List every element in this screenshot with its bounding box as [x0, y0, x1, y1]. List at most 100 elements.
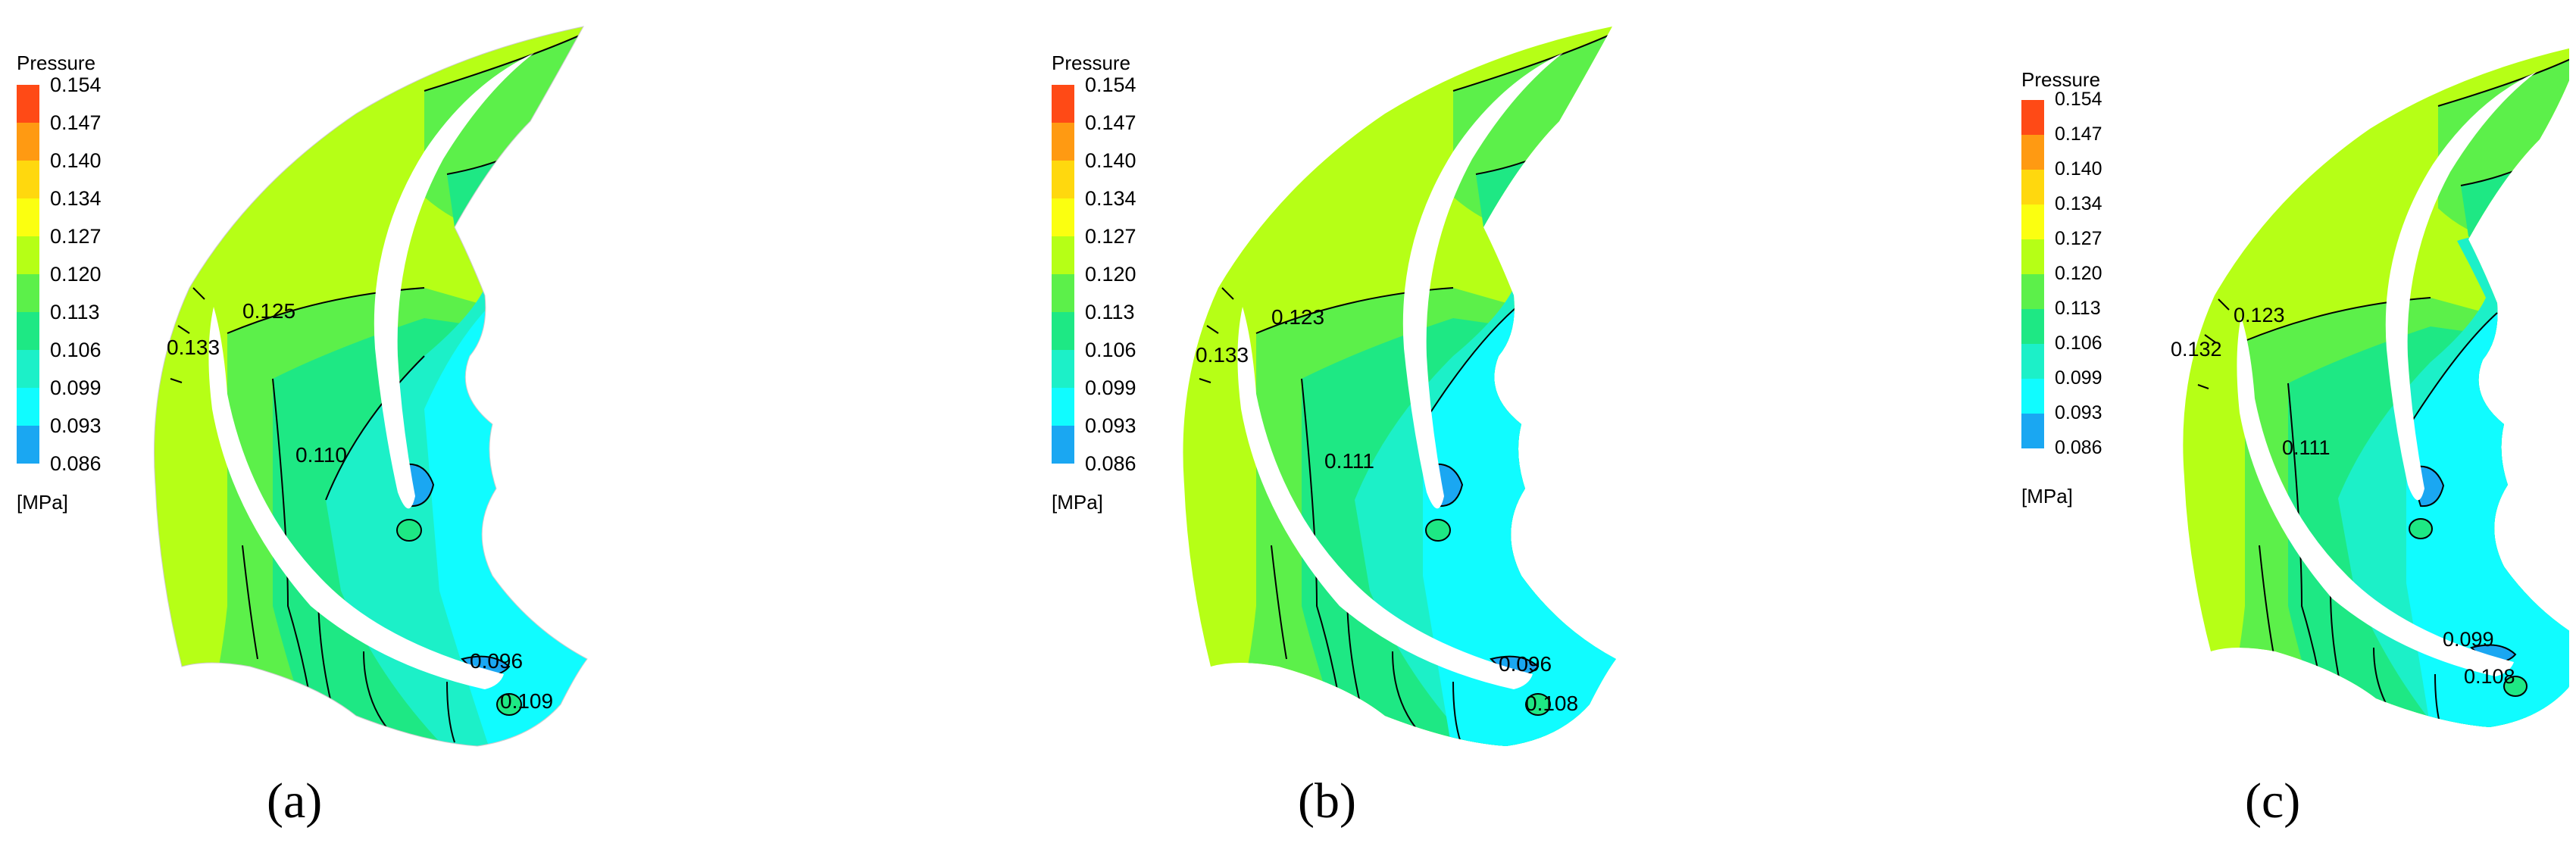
legend-swatch — [17, 161, 39, 198]
legend-swatch — [17, 123, 39, 161]
legend-tick-label: 0.099 — [2055, 367, 2102, 389]
blade-lower — [1237, 307, 1533, 689]
panel-caption: (a) — [267, 773, 323, 829]
legend-swatch — [17, 274, 39, 312]
label-inner: 0.110 — [295, 443, 347, 467]
legend-title: Pressure — [1052, 52, 1131, 74]
legend-swatch — [1052, 161, 1074, 198]
panel-a: Pressure [MPa] 0.154 0.147 0.140 0.134 0.127… — [0, 0, 858, 862]
label-trail-low: 0.096 — [470, 649, 523, 673]
legend-tick-label: 0.086 — [2055, 437, 2102, 458]
legend-tick-label: 0.127 — [1085, 225, 1136, 248]
label-trail-high: 0.109 — [500, 689, 553, 713]
legend-unit: [MPa] — [1052, 491, 1103, 514]
region-0-113-bubble — [2409, 518, 2433, 539]
legend-swatch — [1052, 426, 1074, 464]
legend-tick-label: 0.106 — [1085, 339, 1136, 361]
isoline — [446, 681, 455, 743]
legend-title: Pressure — [17, 52, 96, 74]
legend-swatch — [2021, 135, 2044, 170]
isoline — [1271, 545, 1287, 660]
contour-plot: 0.133 0.125 0.110 0.096 0.109 — [153, 26, 588, 747]
legend-swatch — [1052, 388, 1074, 426]
impeller-outline — [153, 26, 588, 747]
legend-tick-label: 0.093 — [50, 414, 102, 437]
contour-plot: 0.133 0.123 0.111 0.096 0.108 — [1183, 27, 1616, 746]
legend-tick-label: 0.127 — [2055, 228, 2102, 249]
legend-tick-label: 0.099 — [1085, 376, 1136, 399]
panel-caption: (c) — [2245, 773, 2301, 829]
legend-tick-label: 0.140 — [50, 149, 102, 172]
legend-tick-label: 0.154 — [50, 73, 102, 96]
label-outer: 0.133 — [1196, 343, 1249, 367]
panel-b: Pressure [MPa] 0.154 0.147 0.140 0.134 0.127… — [1029, 0, 1887, 862]
legend-swatch — [17, 85, 39, 123]
region-0-113-bubble — [496, 693, 522, 716]
legend-swatch — [17, 388, 39, 426]
label-outer: 0.133 — [167, 336, 220, 359]
legend-tick-label: 0.134 — [1085, 187, 1136, 210]
region-0-113-bubble — [1425, 519, 1451, 542]
isoline — [2259, 545, 2274, 655]
legend-swatch — [1052, 274, 1074, 312]
legend-tick-label: 0.106 — [2055, 333, 2102, 354]
label-mid: 0.125 — [242, 299, 295, 323]
legend-tick-label: 0.120 — [1085, 263, 1136, 286]
region-0-113-bubble — [1525, 693, 1551, 716]
label-inner: 0.111 — [1324, 449, 1374, 473]
blade-lower — [208, 307, 504, 689]
legend-tick-label: 0.093 — [1085, 414, 1136, 437]
legend-swatch — [1052, 350, 1074, 388]
label-mid: 0.123 — [1271, 305, 1324, 329]
legend-unit: [MPa] — [2021, 485, 2073, 508]
legend-swatch — [2021, 414, 2044, 448]
legend-swatch — [17, 236, 39, 274]
legend-tick-label: 0.113 — [2055, 298, 2101, 319]
legend-tick-label: 0.147 — [2055, 123, 2102, 145]
legend-swatch — [2021, 205, 2044, 239]
legend-tick-label: 0.093 — [2055, 402, 2102, 423]
isoline — [2406, 312, 2498, 431]
legend-tick-label: 0.120 — [50, 263, 102, 286]
legend-tick-label: 0.127 — [50, 225, 102, 248]
label-trail-high: 0.108 — [1525, 692, 1578, 715]
legend-tick-label: 0.120 — [2055, 263, 2102, 284]
legend-tick-label: 0.147 — [50, 111, 102, 134]
pressure-field — [154, 27, 587, 746]
isoline — [242, 545, 258, 660]
isoline — [1452, 681, 1462, 743]
legend-tick-label: 0.086 — [1085, 452, 1136, 475]
legend-swatch — [2021, 170, 2044, 205]
legend-swatch — [17, 350, 39, 388]
isoline — [2437, 45, 2569, 107]
outer-ticks — [2197, 298, 2230, 389]
legend-tick-label: 0.140 — [2055, 158, 2102, 180]
legend-swatch — [2021, 274, 2044, 309]
label-outer: 0.132 — [2171, 338, 2222, 361]
legend-swatch — [2021, 344, 2044, 379]
legend-tick-label: 0.134 — [50, 187, 102, 210]
region-0-113-bubble — [396, 519, 422, 542]
isoline — [363, 651, 387, 728]
legend-tick-label: 0.106 — [50, 339, 102, 361]
legend-tick-label: 0.154 — [2055, 89, 2102, 110]
legend-swatch — [1052, 312, 1074, 350]
blade-lower — [2237, 317, 2514, 676]
region-0-113-bubble — [2503, 676, 2528, 697]
label-trail-low: 0.099 — [2443, 628, 2494, 651]
isoline — [1422, 302, 1522, 425]
legend-swatch — [1052, 85, 1074, 123]
legend-swatch — [1052, 236, 1074, 274]
legend-tick-label: 0.154 — [1085, 73, 1136, 96]
label-mid: 0.123 — [2234, 304, 2285, 326]
outer-ticks — [170, 287, 205, 383]
outer-ticks — [1199, 287, 1234, 383]
legend-swatch — [2021, 309, 2044, 344]
legend-title: Pressure — [2021, 68, 2101, 91]
legend-tick-label: 0.147 — [1085, 111, 1136, 134]
label-trail-low: 0.096 — [1499, 652, 1552, 676]
legend-tick-label: 0.140 — [1085, 149, 1136, 172]
legend-swatch — [17, 426, 39, 464]
legend-tick-label: 0.134 — [2055, 193, 2102, 214]
pressure-field — [2183, 45, 2569, 727]
